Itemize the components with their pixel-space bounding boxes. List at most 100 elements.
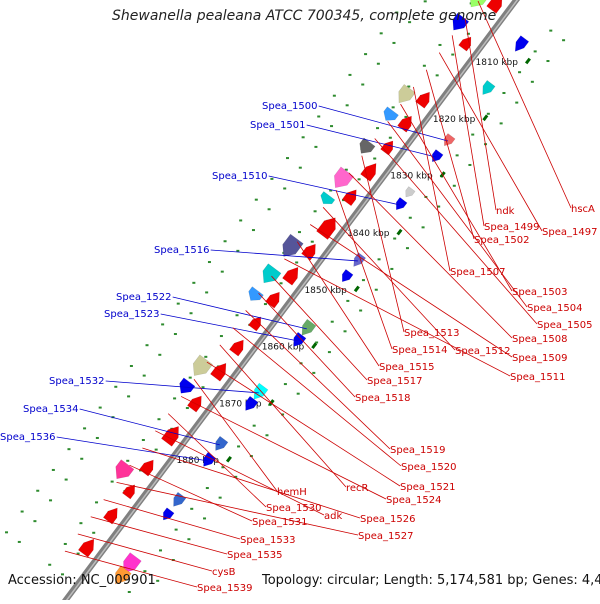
track-dot	[310, 240, 314, 243]
track-dot	[265, 434, 269, 437]
track-dot	[252, 424, 256, 427]
reverse-leader	[193, 378, 278, 492]
gene-block	[192, 354, 213, 376]
reverse-gene-label: Spea_1526	[360, 514, 415, 525]
track-dot	[190, 507, 194, 510]
reverse-leader	[180, 396, 387, 500]
reverse-gene-arrow	[282, 266, 299, 286]
track-dot	[51, 468, 55, 471]
reverse-leader	[232, 327, 402, 467]
track-dot	[486, 112, 490, 115]
track-dot	[201, 386, 205, 389]
track-dot	[482, 11, 486, 14]
forward-gene-label: Spea_1510	[212, 171, 267, 182]
forward-leader	[268, 175, 400, 206]
track-dot	[145, 344, 149, 347]
track-dot	[189, 312, 193, 315]
forward-gene-arrow	[396, 197, 408, 211]
tick-mark	[353, 285, 360, 293]
reverse-gene-label: cysB	[212, 567, 236, 578]
track-dot	[79, 522, 83, 525]
track-dot	[392, 41, 396, 44]
track-dot	[281, 413, 285, 416]
track-dot	[373, 157, 377, 160]
tick-label: 1810 kbp	[476, 58, 519, 68]
reverse-gene-label: Spea_1531	[252, 517, 307, 528]
track-dot	[156, 579, 160, 582]
track-dot	[143, 570, 147, 573]
gene-block	[115, 459, 135, 480]
tick-label: 1880 kbp	[177, 456, 220, 466]
track-dot	[237, 445, 241, 448]
track-dot	[95, 436, 99, 439]
tick-label: 1850 kbp	[304, 286, 347, 296]
reverse-leader	[296, 241, 380, 367]
reverse-gene-label: Spea_1515	[379, 362, 434, 373]
track-dot	[142, 374, 146, 377]
forward-gene-arrow	[293, 331, 307, 347]
track-dot	[313, 210, 317, 213]
track-dot	[379, 32, 383, 35]
track-dot	[205, 291, 209, 294]
track-dot	[254, 198, 258, 201]
track-dot	[361, 83, 365, 86]
forward-leader	[172, 296, 307, 330]
gene-block	[282, 233, 304, 257]
reverse-gene-label: Spea_1521	[400, 482, 455, 493]
track-dot	[344, 168, 348, 171]
track-dot	[173, 333, 177, 336]
track-dot	[357, 178, 361, 181]
track-dot	[499, 122, 503, 125]
forward-gene-label: Spea_1522	[116, 292, 171, 303]
reverse-leader	[348, 172, 513, 339]
track-dot	[346, 299, 350, 302]
track-dot	[330, 125, 334, 128]
track-dot	[83, 427, 87, 430]
reverse-leader	[284, 258, 511, 377]
track-dot	[423, 0, 427, 3]
reverse-gene-label: adk	[324, 511, 342, 522]
reverse-gene-label: hscA	[571, 204, 595, 215]
tick-mark	[482, 114, 489, 122]
forward-gene-arrow	[341, 269, 354, 283]
reverse-leader	[245, 310, 391, 450]
track-dot	[390, 267, 394, 270]
track-dot	[234, 475, 238, 478]
track-dot	[95, 501, 99, 504]
track-dot	[549, 29, 553, 32]
tick-label: 1860 kbp	[262, 343, 305, 353]
track-dot	[518, 71, 522, 74]
track-dot	[174, 528, 178, 531]
track-dot	[391, 106, 395, 109]
track-dot	[203, 517, 207, 520]
track-dot	[188, 376, 192, 379]
track-dot	[141, 439, 145, 442]
track-dot	[301, 136, 305, 139]
track-dot	[421, 226, 425, 229]
track-dot	[515, 101, 519, 104]
reverse-leader	[64, 550, 198, 588]
track-dot	[279, 282, 283, 285]
track-dot	[471, 133, 475, 136]
tick-label: 1830 kbp	[390, 172, 433, 182]
tick-label: 1840 kbp	[347, 229, 390, 239]
topology-summary: Topology: circular; Length: 5,174,581 bp…	[262, 573, 600, 588]
track-dot	[422, 64, 426, 67]
map-title: Shewanella pealeana ATCC 700345, complet…	[112, 8, 497, 24]
track-dot	[437, 205, 441, 208]
track-dot	[468, 163, 472, 166]
reverse-leader	[271, 275, 368, 381]
track-dot	[219, 335, 223, 338]
reverse-gene-label: Spea_1511	[510, 372, 565, 383]
reverse-leader	[155, 430, 325, 516]
reverse-leader	[400, 103, 513, 292]
track-dot	[127, 395, 131, 398]
reverse-gene-label: Spea_1539	[197, 583, 252, 594]
gene-block	[452, 12, 470, 31]
reverse-gene-label: Spea_1518	[355, 393, 410, 404]
reverse-gene-label: ndk	[496, 206, 515, 217]
track-dot	[315, 341, 319, 344]
track-dot	[263, 303, 267, 306]
track-dot	[17, 540, 21, 543]
